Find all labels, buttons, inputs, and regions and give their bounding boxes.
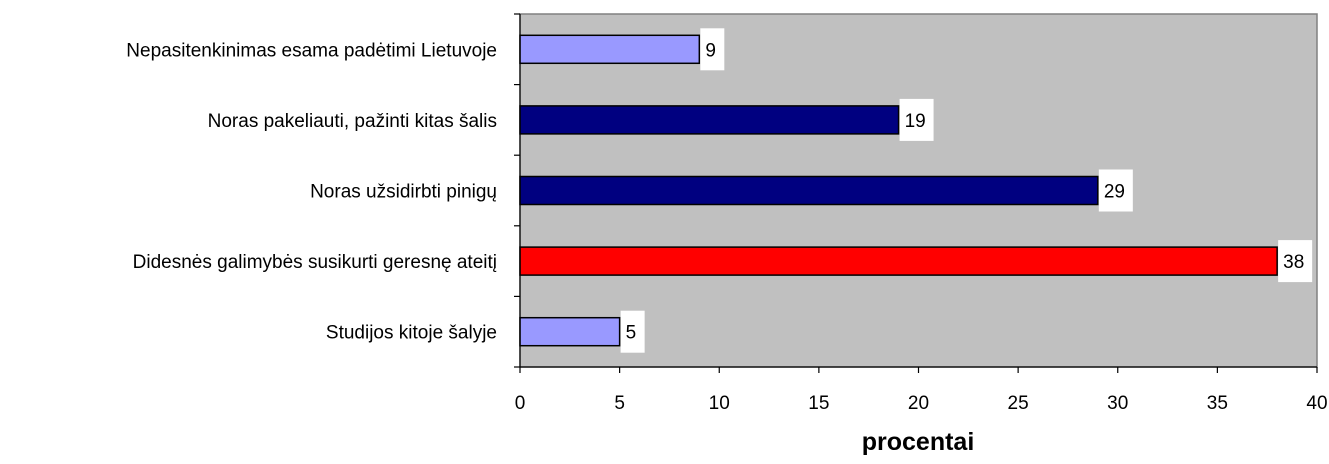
- x-tick-label: 30: [1107, 393, 1128, 414]
- bars-layer: 9 19 29 38 5: [519, 28, 1313, 353]
- category-label: Noras užsidirbti pinigų: [310, 182, 497, 203]
- category-label: Didesnės galimybės susikurti geresnę ate…: [133, 252, 497, 273]
- bar: [519, 175, 1099, 206]
- data-label: 38: [1283, 252, 1304, 273]
- data-label-box: [899, 98, 934, 141]
- x-axis-title: procentai: [862, 428, 975, 456]
- bar: [519, 246, 1278, 276]
- bar: [519, 34, 701, 65]
- data-label-box: [1278, 240, 1313, 283]
- x-tick-label: 5: [614, 393, 625, 414]
- category-label: Studijos kitoje šalyje: [326, 323, 497, 344]
- x-tick-label: 40: [1306, 393, 1327, 414]
- axes-layer: Nepasitenkinimas esama padėtimi Lietuvoj…: [126, 13, 1328, 414]
- data-label: 5: [626, 323, 637, 344]
- data-label-box: [1098, 169, 1133, 212]
- bar: [519, 105, 900, 135]
- data-label: 19: [905, 111, 926, 132]
- category-label: Nepasitenkinimas esama padėtimi Lietuvoj…: [126, 40, 497, 61]
- data-label: 9: [705, 40, 716, 61]
- x-tick-label: 15: [808, 393, 829, 414]
- data-label: 29: [1104, 182, 1125, 203]
- x-tick-label: 0: [515, 393, 526, 414]
- x-tick-label: 20: [908, 393, 929, 414]
- bar: [519, 316, 621, 347]
- x-tick-label: 10: [709, 393, 730, 414]
- x-tick-label: 35: [1207, 393, 1228, 414]
- category-label: Noras pakeliauti, pažinti kitas šalis: [208, 111, 497, 132]
- data-label-box: [620, 310, 645, 353]
- x-tick-label: 25: [1008, 393, 1029, 414]
- data-label-box: [700, 28, 725, 71]
